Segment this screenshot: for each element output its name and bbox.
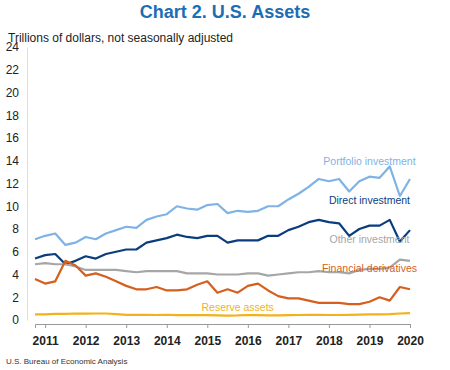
title: Chart 2. U.S. Assets <box>140 2 310 22</box>
y-tick-label: 10 <box>6 200 20 214</box>
chart-container: Chart 2. U.S. Assets Trillions of dollars… <box>0 0 450 370</box>
y-tick-label: 12 <box>6 177 20 191</box>
y-tick: 0 <box>12 313 27 327</box>
x-tick: 2016 <box>235 324 262 348</box>
x-tick-label: 2011 <box>33 334 59 348</box>
y-tick: 12 <box>6 177 27 191</box>
y-tick-label: 6 <box>12 245 19 259</box>
series-line <box>35 166 410 244</box>
series-label: Financial derivatives <box>322 262 417 274</box>
series-labels: Portfolio investment Direct investment Oth… <box>202 155 418 314</box>
x-tick-label: 2012 <box>73 334 100 348</box>
x-axis-line <box>36 325 411 329</box>
x-tick-label: 2017 <box>276 334 303 348</box>
y-tick-label: 4 <box>12 268 19 282</box>
lines <box>35 166 410 315</box>
y-tick-label: 24 <box>6 40 20 54</box>
y-tick-label: 0 <box>12 313 19 327</box>
x-tick-mark <box>167 324 168 328</box>
x-tick-label: 2020 <box>397 334 424 348</box>
subtitle: Trillions of dollars, not seasonally adj… <box>8 31 233 45</box>
x-tick-label: 2013 <box>113 334 140 348</box>
y-tick: 22 <box>6 63 27 77</box>
x-tick: 2015 <box>194 324 221 348</box>
y-tick-label: 22 <box>6 63 20 77</box>
series-line <box>35 220 410 264</box>
y-tick: 8 <box>12 222 27 236</box>
y-tick: 2 <box>12 291 27 305</box>
x-tick-label: 2014 <box>154 334 181 348</box>
y-tick: 14 <box>6 154 27 168</box>
x-tick-label: 2019 <box>357 334 384 348</box>
x-tick: 2012 <box>73 324 100 348</box>
y-tick-label: 8 <box>12 222 19 236</box>
series-label: Reserve assets <box>202 301 274 313</box>
y-tick: 20 <box>6 86 27 100</box>
x-tick-mark <box>248 324 249 328</box>
y-tick-label: 20 <box>6 86 20 100</box>
y-tick: 4 <box>12 268 27 282</box>
x-tick: 2017 <box>276 324 303 348</box>
x-tick-mark <box>410 324 411 328</box>
x-tick-mark <box>288 324 289 328</box>
x-axis: 2011 2012 2013 2014 2015 2016 2017 2018 2019 2020 <box>33 324 425 348</box>
y-tick-label: 2 <box>12 291 19 305</box>
chart-svg: Chart 2. U.S. Assets Trillions of dollars… <box>0 0 450 370</box>
series-label: Direct investment <box>329 194 410 206</box>
series-label: Other investment <box>329 233 409 245</box>
x-tick-mark <box>207 324 208 328</box>
x-tick-mark <box>329 324 330 328</box>
source: U.S. Bureau of Economic Analysis <box>6 357 127 366</box>
x-tick-label: 2015 <box>194 334 221 348</box>
series-line <box>35 313 410 316</box>
x-tick-label: 2016 <box>235 334 262 348</box>
x-tick: 2011 <box>33 324 59 348</box>
y-axis-line <box>27 48 28 321</box>
x-tick-mark <box>86 324 87 328</box>
x-tick-mark <box>369 324 370 328</box>
x-tick: 2019 <box>357 324 384 348</box>
x-tick-label: 2018 <box>316 334 343 348</box>
x-tick: 2020 <box>397 324 424 348</box>
y-axis: 024681012141618202224 <box>6 40 28 327</box>
y-tick-label: 16 <box>6 131 20 145</box>
y-tick: 16 <box>6 131 27 145</box>
x-tick: 2014 <box>154 324 181 348</box>
x-tick: 2013 <box>113 324 140 348</box>
y-tick-label: 14 <box>6 154 20 168</box>
x-tick: 2018 <box>316 324 343 348</box>
x-tick-mark <box>126 324 127 328</box>
y-tick: 10 <box>6 200 27 214</box>
y-tick: 6 <box>12 245 27 259</box>
y-tick: 18 <box>6 109 27 123</box>
x-tick-mark <box>45 324 46 328</box>
y-tick-label: 18 <box>6 109 20 123</box>
y-tick: 24 <box>6 40 27 54</box>
series-label: Portfolio investment <box>323 155 415 167</box>
